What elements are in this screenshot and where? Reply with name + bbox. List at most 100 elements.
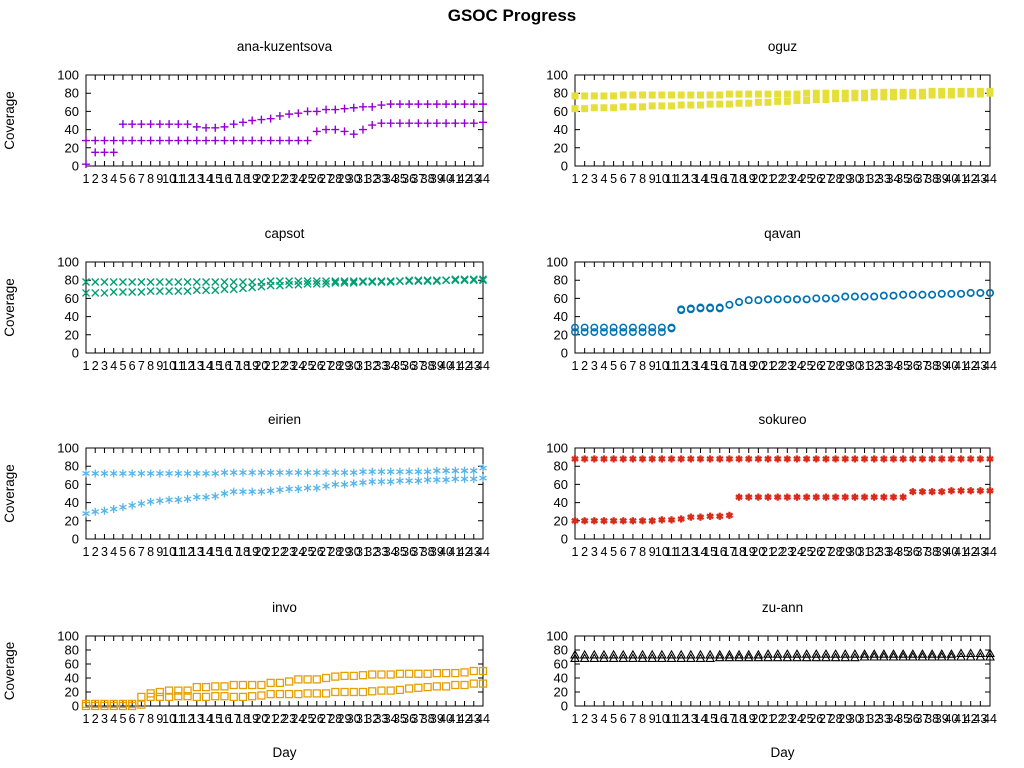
data-point — [146, 120, 155, 129]
data-point — [257, 487, 266, 496]
data-point — [460, 100, 469, 109]
data-point — [331, 468, 340, 477]
data-point — [927, 651, 938, 661]
x-tick-label: 22 — [273, 359, 287, 373]
data-point — [946, 649, 957, 658]
x-tick-label: 7 — [629, 712, 636, 726]
x-tick-label: 25 — [301, 359, 315, 373]
data-point — [451, 119, 460, 128]
x-tick-label: 31 — [356, 172, 370, 186]
data-point — [155, 120, 164, 129]
x-tick-label: 34 — [384, 359, 398, 373]
data-point — [676, 649, 687, 659]
data-point — [377, 278, 386, 287]
data-point — [792, 652, 802, 662]
series-points — [82, 275, 487, 287]
x-tick-label: 37 — [411, 545, 425, 559]
x-tick-label: 37 — [411, 359, 425, 373]
data-point — [590, 92, 598, 100]
data-point — [211, 278, 220, 287]
x-tick-label: 7 — [629, 359, 636, 373]
data-point — [609, 323, 618, 332]
x-tick-label: 12 — [181, 172, 195, 186]
data-point — [986, 288, 994, 297]
data-point — [793, 295, 801, 304]
data-point — [811, 652, 822, 662]
data-point — [368, 278, 377, 287]
data-point — [898, 651, 909, 661]
x-tick-label: 31 — [858, 359, 872, 373]
x-tick-label: 13 — [684, 359, 698, 373]
data-point — [602, 519, 606, 523]
data-point — [349, 130, 358, 139]
plot-border — [574, 74, 991, 167]
x-tick-label: 24 — [291, 172, 305, 186]
data-point — [146, 497, 155, 506]
data-point — [211, 136, 220, 145]
x-tick-label: 10 — [655, 359, 669, 373]
data-point — [423, 119, 432, 128]
data-point — [294, 109, 303, 118]
data-point — [619, 323, 628, 332]
x-tick-label: 22 — [771, 712, 785, 726]
data-point — [229, 136, 238, 145]
x-tick-label: 38 — [421, 359, 435, 373]
data-point — [949, 489, 953, 493]
x-tick-label: 38 — [925, 172, 939, 186]
x-tick-label: 37 — [915, 172, 929, 186]
data-point — [647, 653, 658, 662]
x-tick-label: 2 — [92, 712, 99, 726]
data-point — [599, 653, 609, 662]
data-point — [590, 323, 599, 332]
data-point — [276, 468, 284, 477]
data-point — [628, 323, 637, 332]
x-tick-label: 32 — [365, 712, 379, 726]
data-point — [679, 457, 683, 461]
data-point — [975, 648, 986, 658]
x-tick-label: 43 — [973, 712, 987, 726]
data-point — [248, 136, 257, 145]
data-point — [869, 651, 880, 661]
y-tick-label: 40 — [65, 671, 79, 686]
data-point — [631, 457, 635, 461]
data-point — [377, 467, 386, 476]
data-point — [714, 649, 725, 659]
x-tick-label: 6 — [129, 712, 136, 726]
x-tick-label: 29 — [338, 712, 352, 726]
data-point — [451, 100, 460, 109]
y-tick-label: 60 — [554, 657, 568, 672]
data-point — [349, 671, 358, 681]
y-tick-label: 0 — [561, 532, 568, 547]
data-point — [940, 457, 944, 461]
data-point — [220, 122, 229, 131]
data-point — [851, 89, 859, 97]
data-point — [571, 92, 579, 100]
data-point — [239, 468, 247, 477]
y-tick-label: 20 — [554, 140, 568, 155]
data-point — [128, 701, 137, 711]
data-point — [405, 100, 414, 109]
x-tick-label: 27 — [319, 712, 333, 726]
data-point — [928, 91, 936, 99]
data-point — [100, 288, 109, 297]
x-tick-label: 10 — [162, 172, 176, 186]
x-tick-label: 3 — [101, 545, 108, 559]
x-tick-label: 40 — [944, 172, 958, 186]
data-point — [100, 136, 109, 145]
data-point — [321, 673, 331, 683]
data-point — [696, 304, 705, 313]
data-point — [164, 692, 174, 702]
data-point — [949, 457, 953, 461]
data-point — [358, 671, 368, 680]
data-point — [975, 651, 986, 661]
x-tick-label: 17 — [227, 359, 241, 373]
data-point — [404, 684, 414, 693]
x-tick-label: 1 — [83, 359, 90, 373]
data-point — [648, 91, 656, 99]
data-point — [747, 495, 751, 499]
data-point — [946, 651, 957, 661]
data-point — [783, 97, 791, 105]
x-tick-label: 5 — [610, 172, 617, 186]
x-tick-label: 30 — [347, 172, 361, 186]
